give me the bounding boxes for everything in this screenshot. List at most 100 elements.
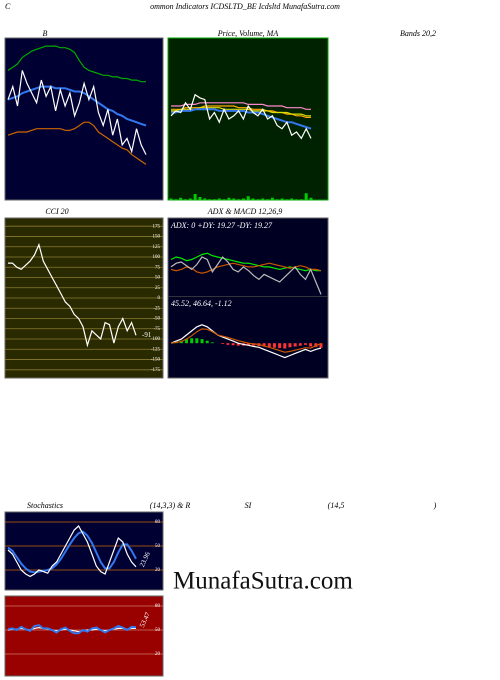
chart-title: CCI 20 [45,207,68,216]
series-line [171,105,311,118]
volume-bar [169,198,173,200]
volume-bar [183,199,187,200]
histogram-bar [210,342,214,344]
y-tick-label: 75 [155,265,161,270]
volume-bar [232,198,236,200]
histogram-bar [283,343,287,349]
volume-bar [295,199,299,200]
y-tick-label: 50 [155,276,161,281]
y-tick-label: 50 [155,544,161,549]
histogram-bar [247,343,251,346]
volume-bar [299,199,303,200]
volume-bar [208,199,212,200]
volume-bar [290,198,294,200]
histogram-bar [236,343,240,346]
histogram-bar [226,343,230,345]
series-line [170,324,322,359]
chart-subtitle: Bands 20,2 [400,29,436,38]
volume-bar [246,196,250,200]
volume-bar [179,197,183,200]
series-line [170,256,322,295]
series-line [7,530,137,574]
panel-background [4,595,164,677]
histogram-bar [288,343,292,348]
chart-title: (14,3,3) & R [150,501,191,510]
y-tick-label: 0 [158,296,161,301]
header-left: C [5,2,11,11]
y-tick-label: -175 [151,368,161,373]
volume-bar [227,197,231,200]
histogram-bar [272,343,276,348]
volume-bar [309,197,313,200]
volume-bar [222,199,226,200]
histogram-bar [205,340,209,344]
y-tick-label: 20 [155,568,161,573]
chart-title: Price, Volume, MA [217,29,279,38]
series-line [8,242,137,348]
panel-background [167,217,329,379]
chart-title: ADX & MACD 12,26,9 [207,207,282,216]
histogram-bar [278,343,282,349]
volume-bar [241,198,245,200]
series-line [7,85,147,127]
series-line [7,70,147,155]
y-tick-label: -150 [151,358,161,363]
panel-background [4,37,164,201]
series-line [7,121,147,165]
volume-bar [275,199,279,200]
panel: 175 150 125 100 75 50 25 0 -25 -50 -75 -100 -125 -150… [5,224,163,373]
volume-bar [280,198,284,200]
histogram-bar [262,343,266,347]
panel-background [4,511,164,591]
series-line [171,108,312,130]
chart-title: ) [433,501,437,510]
volume-bar [193,194,197,200]
series-line [170,93,312,140]
histogram-bar [319,343,323,348]
panel [7,45,147,165]
y-tick-label: -75 [153,327,160,332]
chart-title: B [43,29,48,38]
histogram-bar [298,343,302,346]
series-line [170,262,322,274]
panel: ADX: 0 +DY: 19.27 -DY: 19.27 45.52, 46.64… [168,221,328,359]
volume-bar [266,199,270,200]
series-line [7,624,137,635]
y-tick-label: -125 [151,347,161,352]
chart-title: SI [245,501,252,510]
histogram-bar [309,343,313,347]
volume-bar [256,199,260,200]
y-tick-label: 125 [153,245,161,250]
series-line [7,525,137,578]
volume-bar [198,197,202,200]
histogram-bar [195,338,199,344]
histogram-bar [221,343,225,345]
pane-label: 45.52, 46.64, -1.12 [171,299,232,308]
series-line [170,328,322,353]
panel [169,93,313,200]
histogram-bar [303,343,307,345]
volume-bar [188,198,192,200]
histogram-bar [200,339,204,344]
chart-title: (14,5 [328,501,345,510]
y-tick-label: -25 [153,306,160,311]
volume-bar [217,198,221,200]
y-tick-label: 25 [155,286,161,291]
volume-bar [237,199,241,200]
volume-bar [261,198,265,200]
y-tick-label: 80 [155,520,161,525]
volume-bar [251,198,255,200]
volume-bar [174,199,178,200]
series-line [171,102,311,110]
value-label: -91 [142,331,152,339]
header-title: ommon Indicators ICDSLTD_BE Icdsltd Muna… [150,2,340,11]
y-tick-label: 150 [153,235,161,240]
volume-bar [304,193,308,200]
y-tick-label: 50 [155,628,161,633]
histogram-bar [293,343,297,347]
y-tick-label: 100 [153,255,161,260]
y-tick-label: 20 [155,652,161,657]
pane-label: ADX: 0 +DY: 19.27 -DY: 19.27 [170,221,273,230]
